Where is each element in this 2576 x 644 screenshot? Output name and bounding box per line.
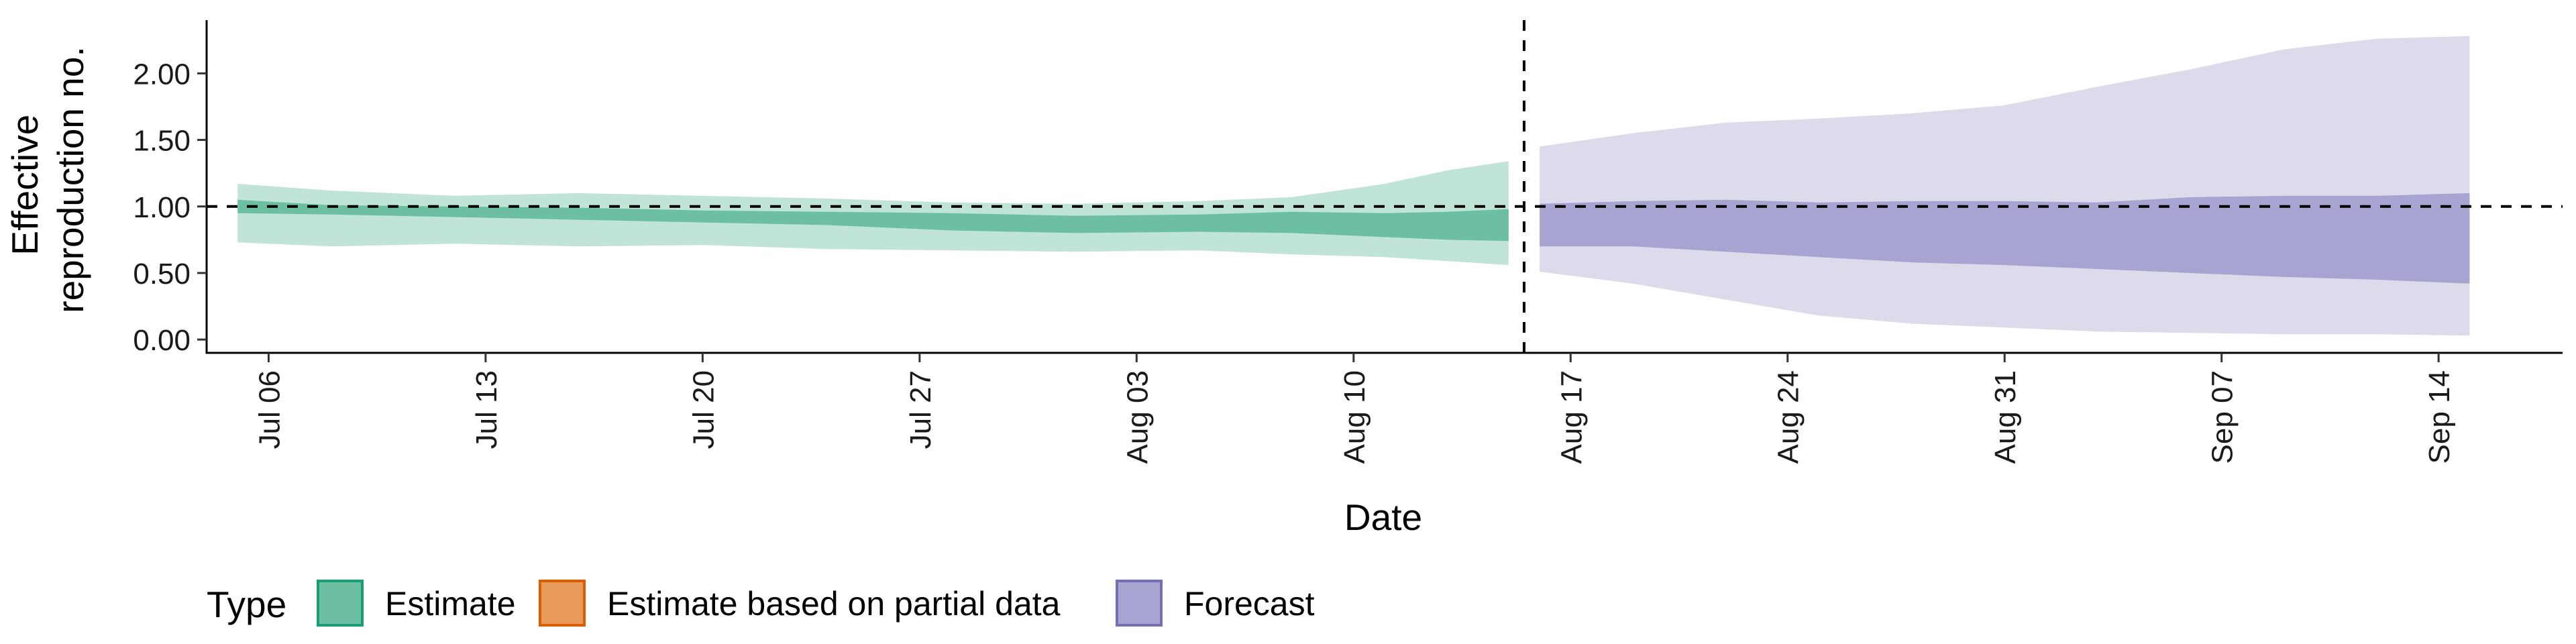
- legend-label-estimate-based-on-partial-data: Estimate based on partial data: [607, 585, 1061, 623]
- y-tick-label: 1.50: [133, 125, 191, 158]
- legend-label-estimate: Estimate: [385, 585, 516, 623]
- series-bands: [237, 36, 2470, 336]
- x-tick-label: Sep 07: [2206, 370, 2239, 464]
- forecast-inner-band: [1540, 193, 2470, 284]
- x-tick-label: Jul 27: [904, 370, 937, 449]
- y-ticks: 0.00 0.50 1.00 1.50 2.00: [133, 58, 207, 357]
- y-tick-label: 0.00: [133, 324, 191, 357]
- x-tick-label: Aug 17: [1555, 370, 1588, 464]
- legend-swatch-estimate-based-on-partial-data: [539, 580, 586, 627]
- x-tick-label: Aug 31: [1989, 370, 2022, 464]
- y-axis-title-line-1: Effective: [4, 115, 46, 256]
- x-tick-label: Jul 13: [470, 370, 503, 449]
- x-tick-label: Jul 20: [687, 370, 720, 449]
- legend-swatch-estimate: [317, 580, 364, 627]
- legend-label-forecast: Forecast: [1184, 585, 1315, 623]
- x-tick-label: Jul 06: [253, 370, 286, 449]
- forecast-outer-band: [1540, 36, 2470, 336]
- legend: Type Estimate Estimate based on partial d…: [207, 580, 1315, 627]
- legend-title: Type: [207, 584, 286, 625]
- x-ticks: Jul 06 Jul 13 Jul 20 Jul 27 Aug 03 Aug 10 Aug …: [253, 353, 2456, 464]
- y-tick-label: 2.00: [133, 58, 191, 91]
- x-axis-title: Date: [1344, 496, 1422, 538]
- x-tick-label: Aug 03: [1121, 370, 1154, 464]
- y-tick-label: 0.50: [133, 258, 191, 290]
- y-axis-title-line-2: reproduction no.: [50, 46, 91, 313]
- y-tick-label: 1.00: [133, 191, 191, 224]
- y-axis-title: Effective reproduction no.: [4, 46, 91, 313]
- x-tick-label: Aug 24: [1772, 370, 1805, 464]
- x-tick-label: Sep 14: [2423, 370, 2456, 464]
- legend-swatch-forecast: [1116, 580, 1163, 627]
- x-tick-label: Aug 10: [1338, 370, 1371, 464]
- estimate-inner-band: [237, 199, 1509, 241]
